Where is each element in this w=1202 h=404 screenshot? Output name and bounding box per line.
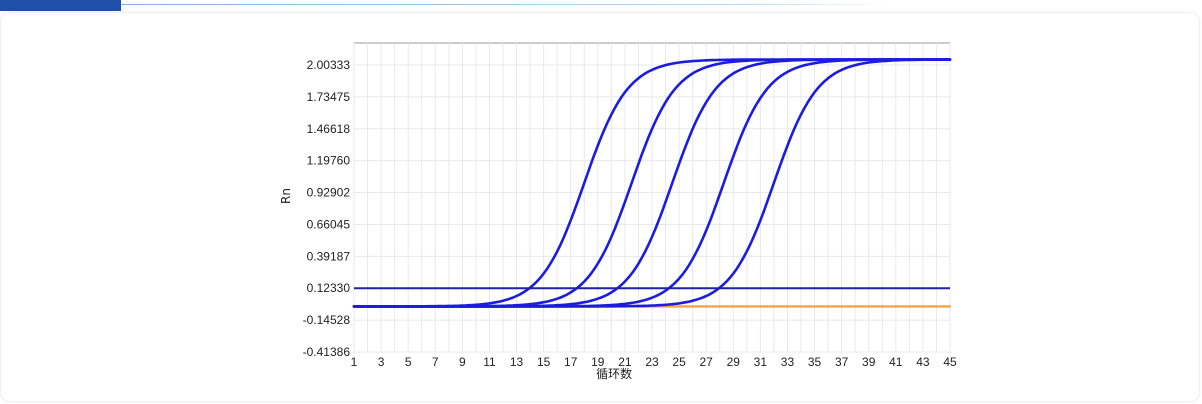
- x-tick-label: 41: [889, 355, 903, 369]
- x-tick-label: 21: [618, 355, 632, 369]
- header-accent-bar: [0, 0, 121, 11]
- y-tick-label: 0.12330: [307, 281, 351, 295]
- series-line: [352, 58, 952, 308]
- x-tick-label: 31: [754, 355, 768, 369]
- header-divider: [121, 4, 893, 5]
- x-axis-title: 循环数: [596, 366, 632, 381]
- y-tick-label: 0.39187: [307, 249, 351, 263]
- grid: [353, 43, 951, 353]
- x-tick-label: 45: [943, 355, 957, 369]
- series-group: [352, 58, 952, 308]
- x-tick-label: 3: [378, 355, 385, 369]
- y-tick-label: 1.19760: [307, 154, 351, 168]
- y-tick-label: 0.66045: [307, 217, 351, 231]
- x-axis-ticks: 1 3 5 7 9 11 13 15 17 19 21 23 25 27 29 31 33 35 37 39 41 43 4…: [351, 355, 957, 369]
- y-tick-label: -0.41386: [303, 345, 351, 359]
- x-tick-label: 15: [537, 355, 551, 369]
- y-tick-label: -0.14528: [303, 313, 351, 327]
- x-tick-label: 25: [672, 355, 686, 369]
- x-tick-label: 27: [700, 355, 714, 369]
- x-tick-label: 19: [591, 355, 605, 369]
- x-tick-label: 7: [432, 355, 439, 369]
- x-tick-label: 39: [862, 355, 876, 369]
- x-tick-label: 17: [564, 355, 578, 369]
- y-tick-label: 2.00333: [307, 58, 351, 72]
- x-tick-label: 33: [781, 355, 795, 369]
- x-tick-label: 29: [727, 355, 741, 369]
- y-axis-title: Rn: [279, 188, 293, 204]
- y-axis-ticks: -0.41386 -0.14528 0.12330 0.39187 0.66045 0.9…: [303, 58, 351, 359]
- x-tick-label: 37: [835, 355, 849, 369]
- y-tick-label: 0.92902: [307, 186, 351, 200]
- y-tick-label: 1.46618: [307, 122, 351, 136]
- x-tick-label: 1: [351, 355, 358, 369]
- x-tick-label: 43: [916, 355, 930, 369]
- x-tick-label: 9: [459, 355, 466, 369]
- x-tick-label: 23: [645, 355, 659, 369]
- x-tick-label: 5: [405, 355, 412, 369]
- x-tick-label: 35: [808, 355, 822, 369]
- x-tick-label: 11: [483, 355, 496, 369]
- x-tick-label: 13: [510, 355, 524, 369]
- y-tick-label: 1.73475: [307, 90, 351, 104]
